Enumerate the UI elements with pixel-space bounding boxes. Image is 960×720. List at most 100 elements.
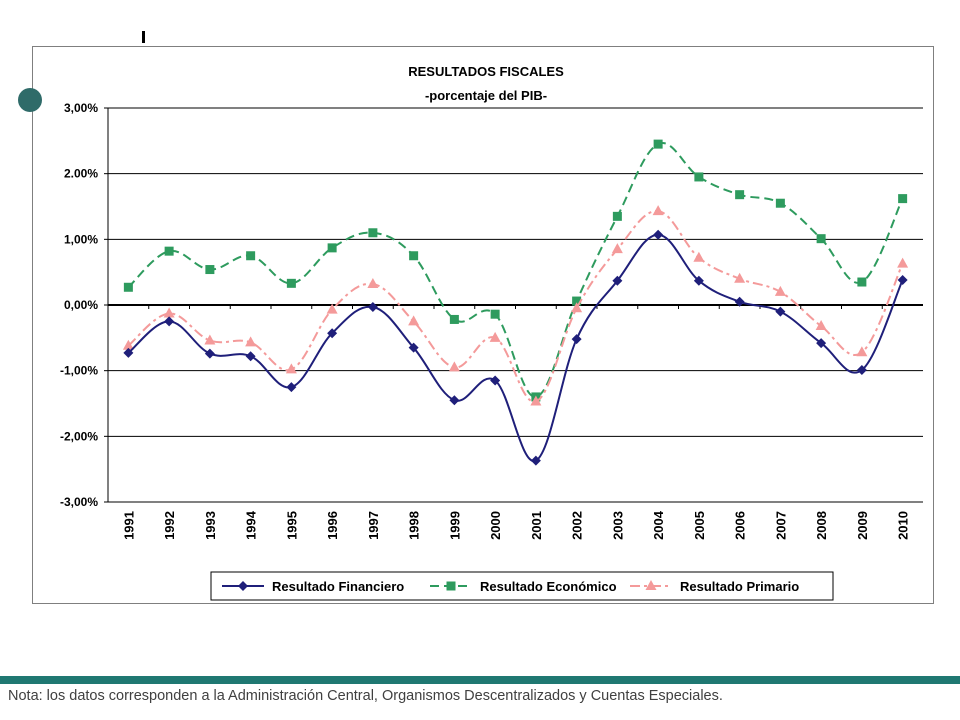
data-point-triangle	[530, 395, 542, 406]
y-tick-label: -1,00%	[60, 364, 98, 378]
data-point-square	[816, 234, 826, 244]
legend-label: Resultado Primario	[680, 579, 799, 594]
data-point-triangle	[367, 277, 379, 288]
data-point-diamond	[530, 455, 541, 466]
chart-subtitle: -porcentaje del PIB-	[425, 88, 547, 103]
data-point-square	[857, 277, 867, 287]
x-tick-label: 1993	[203, 511, 218, 540]
legend-box	[210, 571, 834, 601]
axes: 3,00% 2.00% 1,00% 0,00% -1,00% -2,00% -3,00% 19…	[60, 101, 923, 540]
data-point-square	[735, 190, 745, 200]
y-tick-label: 3,00%	[64, 101, 98, 115]
data-point-square	[368, 228, 378, 238]
data-point-square	[327, 243, 337, 253]
decorative-circle	[18, 88, 42, 112]
data-point-diamond	[571, 334, 582, 345]
data-point-triangle	[163, 307, 175, 318]
data-point-triangle	[774, 285, 786, 296]
data-point-square	[446, 581, 456, 591]
data-point-diamond	[816, 338, 827, 349]
data-point-triangle	[734, 272, 746, 283]
chart-title: RESULTADOS FISCALES	[408, 64, 564, 79]
data-point-square	[123, 282, 133, 292]
x-tick-label: 2010	[896, 511, 911, 540]
x-tick-label: 1996	[325, 511, 340, 540]
data-point-diamond	[164, 316, 175, 327]
x-tick-label: 1998	[407, 511, 422, 540]
data-point-square	[164, 246, 174, 256]
x-tick-label: 2004	[651, 510, 666, 540]
data-point-triangle	[571, 302, 583, 313]
x-tick-label: 1997	[366, 511, 381, 540]
data-point-diamond	[693, 275, 704, 286]
data-point-square	[653, 139, 663, 149]
x-tick-label: 1992	[162, 511, 177, 540]
footer-bar	[0, 676, 960, 684]
data-point-triangle	[489, 331, 501, 342]
series-line	[127, 142, 904, 398]
x-tick-label: 1991	[121, 511, 136, 540]
series-resultado-financiero	[123, 229, 908, 466]
data-point-triangle	[408, 315, 420, 326]
data-point-diamond	[856, 365, 867, 376]
data-point-square	[205, 265, 215, 275]
data-point-diamond	[245, 351, 256, 362]
x-tick-label: 2003	[610, 511, 625, 540]
data-point-square	[572, 296, 582, 306]
x-tick-label: 2000	[488, 511, 503, 540]
data-point-triangle	[652, 205, 664, 216]
data-point-square	[612, 211, 622, 221]
data-point-triangle	[204, 334, 216, 345]
y-tick-label: 2.00%	[64, 167, 98, 181]
data-point-square	[490, 309, 500, 319]
data-point-triangle	[611, 243, 623, 254]
data-point-triangle	[245, 336, 257, 347]
footer-note: Nota: los datos corresponden a la Admini…	[8, 688, 723, 704]
x-tick-label: 2001	[529, 511, 544, 540]
data-point-diamond	[612, 275, 623, 286]
data-point-triangle	[693, 251, 705, 262]
data-point-diamond	[367, 301, 378, 312]
series-line	[127, 233, 904, 462]
data-point-square	[775, 198, 785, 208]
series-resultado-econ-mico	[123, 139, 908, 402]
data-point-diamond	[653, 229, 664, 240]
data-point-triangle	[897, 257, 909, 268]
data-point-diamond	[897, 275, 908, 286]
x-tick-label: 1994	[244, 510, 259, 540]
data-point-diamond	[327, 328, 338, 339]
data-point-diamond	[775, 306, 786, 317]
data-point-diamond	[286, 382, 297, 393]
x-tick-label: 2005	[692, 511, 707, 540]
series-lines	[122, 139, 909, 466]
legend: Resultado Financiero Resultado Económico R…	[210, 571, 834, 601]
x-tick-label: 2008	[814, 511, 829, 540]
data-point-square	[694, 172, 704, 182]
data-point-triangle	[326, 303, 338, 314]
data-point-square	[898, 194, 908, 204]
data-point-square	[449, 314, 459, 324]
y-tick-label: 1,00%	[64, 232, 98, 246]
x-tick-label: 1995	[284, 511, 299, 540]
data-point-diamond	[238, 581, 248, 591]
x-tick-label: 2007	[773, 511, 788, 540]
chart-frame	[32, 46, 934, 604]
data-point-triangle	[122, 339, 134, 350]
x-tick-label: 2009	[855, 511, 870, 540]
data-point-diamond	[490, 375, 501, 386]
legend-label: Resultado Financiero	[272, 579, 404, 594]
data-point-diamond	[408, 342, 419, 353]
y-tick-label: 0,00%	[64, 298, 98, 312]
data-point-diamond	[204, 348, 215, 359]
data-point-square	[246, 251, 256, 261]
data-point-square	[409, 251, 419, 261]
data-point-triangle	[285, 363, 297, 374]
x-tick-label: 2002	[570, 511, 585, 540]
data-point-triangle	[645, 580, 657, 590]
y-tick-label: -2,00%	[60, 429, 98, 443]
y-tick-label: -3,00%	[60, 495, 98, 509]
data-point-triangle	[856, 346, 868, 357]
data-point-square	[286, 278, 296, 288]
data-point-diamond	[449, 395, 460, 406]
